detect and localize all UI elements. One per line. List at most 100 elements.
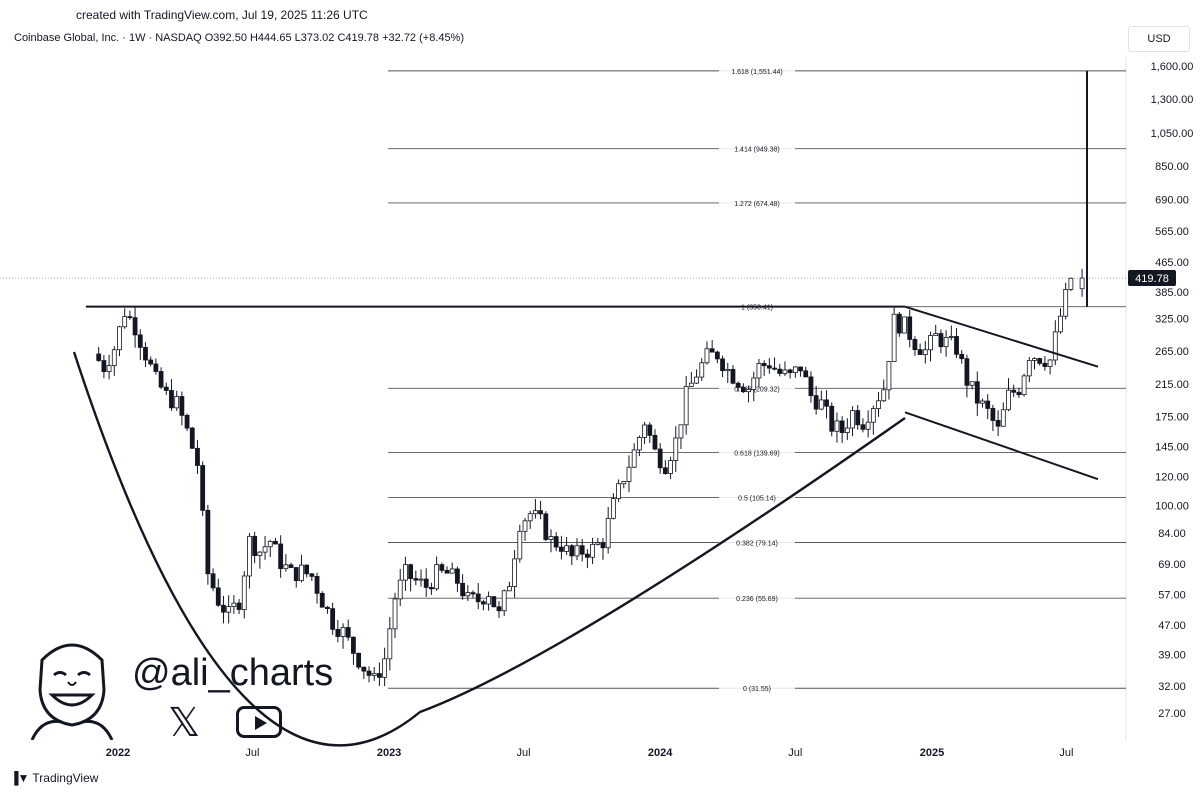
- y-tick-label: 325.00: [1155, 314, 1189, 326]
- candle-body: [891, 313, 897, 362]
- x-logo-icon: 𝕏: [168, 701, 201, 745]
- candle-body: [106, 365, 112, 373]
- candle-body: [247, 535, 252, 577]
- candle-body: [829, 405, 835, 432]
- candle-body: [803, 370, 809, 378]
- candle-body: [1016, 391, 1022, 396]
- candle-body: [590, 543, 595, 558]
- candle-body: [600, 542, 606, 549]
- lower-channel-line: [904, 411, 1099, 481]
- candle-body: [912, 339, 918, 351]
- last-candle-body: [1079, 277, 1085, 290]
- y-tick-label: 145.00: [1155, 442, 1189, 454]
- candle-body: [714, 351, 720, 360]
- candle-body: [990, 408, 996, 421]
- candle-body: [278, 543, 284, 570]
- candle-body: [678, 424, 684, 439]
- candle-body: [195, 447, 200, 466]
- candle-body: [507, 586, 512, 592]
- candle-body: [652, 434, 658, 450]
- candle-body: [595, 542, 601, 545]
- candle-body: [657, 448, 663, 469]
- candle-body: [366, 670, 372, 676]
- candle-body: [517, 530, 523, 560]
- candle-body: [127, 316, 133, 319]
- fib-label-bg: [719, 197, 795, 208]
- cup-curve: [72, 351, 906, 747]
- candle-body: [548, 536, 554, 540]
- candle-body: [455, 568, 460, 584]
- candle-body: [101, 360, 107, 373]
- candle-body: [647, 424, 653, 436]
- youtube-icon: [236, 706, 282, 738]
- candle-body: [319, 592, 325, 608]
- candle-body: [631, 449, 637, 468]
- tradingview-brand-label: TradingView: [32, 771, 99, 785]
- candle-body: [356, 652, 362, 668]
- candle-body: [616, 483, 621, 500]
- candle-body: [813, 395, 819, 410]
- candle-body: [122, 316, 128, 328]
- y-tick-label: 27.00: [1158, 708, 1186, 720]
- fib-label-bg: [719, 447, 795, 458]
- y-tick-label: 465.00: [1155, 257, 1189, 269]
- candle-body: [340, 627, 346, 637]
- symbol-legend[interactable]: Coinbase Global, Inc. · 1W · NASDAQ O392…: [14, 32, 465, 44]
- y-tick-label: 1,300.00: [1151, 94, 1194, 106]
- candle-body: [215, 587, 221, 606]
- currency-button[interactable]: USD: [1128, 26, 1190, 52]
- candle-body: [605, 517, 611, 549]
- y-tick-label: 1,600.00: [1151, 61, 1194, 73]
- candle-body: [475, 593, 481, 603]
- candle-body: [377, 673, 382, 678]
- candle-body: [704, 348, 710, 364]
- candle-body: [496, 606, 502, 612]
- tradingview-logo-icon: ▐▼: [10, 771, 29, 785]
- y-tick-label: 265.00: [1155, 346, 1189, 358]
- fib-label-bg: [719, 143, 795, 154]
- y-tick-label: 690.00: [1155, 194, 1189, 206]
- candle-body: [153, 363, 159, 372]
- candle-body: [668, 460, 673, 474]
- candle-body: [792, 366, 798, 374]
- candle-body: [1068, 277, 1074, 290]
- candle-body: [351, 636, 356, 654]
- candle-body: [662, 467, 668, 474]
- candle-body: [543, 513, 549, 540]
- x-tick-label: 2022: [106, 747, 130, 759]
- x-tick-label: 2025: [920, 747, 944, 759]
- candle-body: [200, 465, 206, 511]
- candle-body: [262, 546, 268, 553]
- fib-level-label: 0.5 (105.14): [738, 495, 776, 502]
- candle-body: [1037, 358, 1043, 364]
- candle-body: [538, 510, 543, 515]
- candle-body: [569, 545, 575, 557]
- y-tick-label: 69.00: [1158, 559, 1186, 571]
- tradingview-brand[interactable]: ▐▼ TradingView: [10, 771, 98, 785]
- candle-body: [314, 575, 320, 594]
- candle-body: [184, 414, 190, 429]
- candle-body: [252, 535, 258, 556]
- fib-level-label: 0.786 (209.32): [734, 386, 780, 393]
- candle-body: [267, 540, 273, 548]
- created-with-text: created with TradingView.com, Jul 19, 20…: [76, 8, 368, 22]
- candle-body: [117, 326, 122, 351]
- candle-body: [756, 363, 762, 379]
- candle-body: [850, 410, 855, 429]
- candle-body: [325, 606, 330, 610]
- candle-body: [1000, 409, 1006, 427]
- candle-body: [876, 400, 881, 409]
- candle-body: [273, 540, 278, 545]
- candle-body: [683, 386, 689, 426]
- candle-body: [449, 568, 455, 574]
- candle-body: [361, 666, 367, 672]
- fib-level-label: 0.236 (55.69): [736, 596, 778, 603]
- candle-body: [787, 369, 793, 374]
- candle-body: [226, 606, 232, 613]
- candle-body: [574, 545, 580, 557]
- candle-body: [860, 424, 866, 430]
- fib-level-label: 1.414 (949.38): [734, 147, 780, 154]
- candle-body: [169, 390, 174, 409]
- candle-body: [886, 361, 892, 391]
